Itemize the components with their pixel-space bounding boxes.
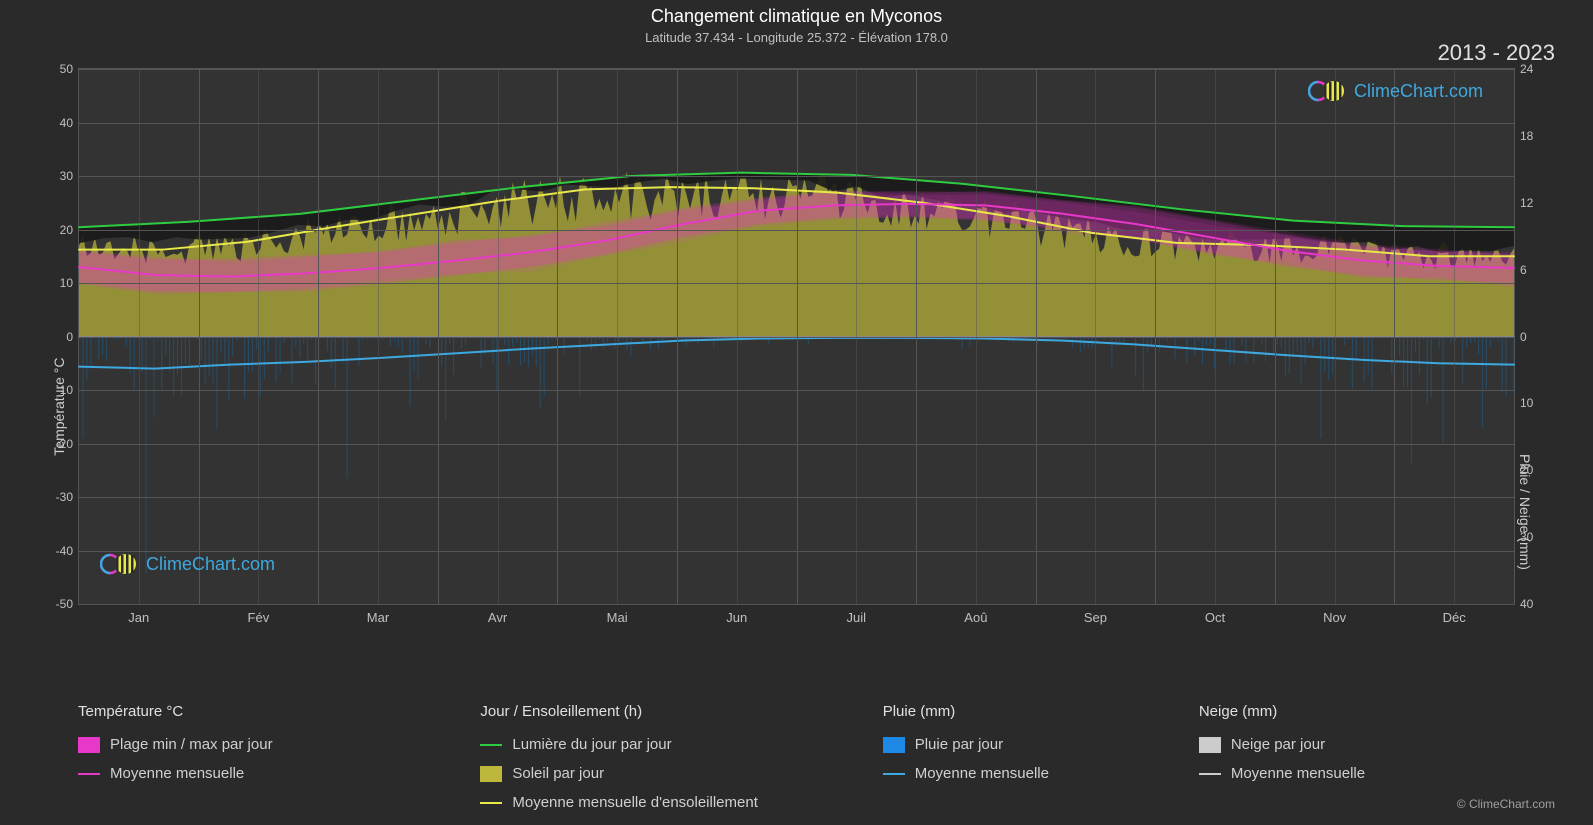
legend-column: Neige (mm) Neige par jour Moyenne mensuell… bbox=[1199, 703, 1515, 811]
y-tick-right: 0 bbox=[1520, 330, 1527, 344]
legend-label: Moyenne mensuelle bbox=[1231, 765, 1365, 782]
legend-label: Soleil par jour bbox=[512, 765, 604, 782]
copyright: © ClimeChart.com bbox=[1457, 797, 1555, 811]
y-tick-right: 18 bbox=[1520, 129, 1533, 143]
y-tick-right: 20 bbox=[1520, 463, 1533, 477]
x-tick: Aoû bbox=[964, 610, 987, 625]
legend-column: Température °C Plage min / max par jour Mo… bbox=[78, 703, 480, 811]
x-tick: Déc bbox=[1443, 610, 1466, 625]
legend-header: Jour / Ensoleillement (h) bbox=[480, 703, 882, 720]
y-tick-left: 40 bbox=[60, 116, 73, 130]
legend-swatch bbox=[1199, 737, 1221, 753]
climate-chart: Changement climatique en Myconos Latitud… bbox=[0, 0, 1593, 825]
legend-label: Plage min / max par jour bbox=[110, 736, 273, 753]
legend-swatch bbox=[1199, 773, 1221, 775]
chart-subtitle: Latitude 37.434 - Longitude 25.372 - Élé… bbox=[0, 30, 1593, 45]
legend-swatch bbox=[480, 744, 502, 746]
plot-area: 50403020100-10-20-30-40-5024181260102030… bbox=[78, 68, 1515, 605]
legend-column: Jour / Ensoleillement (h) Lumière du jour… bbox=[480, 703, 882, 811]
y-tick-left: -30 bbox=[56, 490, 73, 504]
x-tick: Jan bbox=[128, 610, 149, 625]
legend-label: Lumière du jour par jour bbox=[512, 736, 671, 753]
legend-header: Température °C bbox=[78, 703, 480, 720]
y-tick-right: 30 bbox=[1520, 530, 1533, 544]
legend-header: Pluie (mm) bbox=[883, 703, 1199, 720]
x-tick: Jun bbox=[726, 610, 747, 625]
legend-item: Moyenne mensuelle d'ensoleillement bbox=[480, 794, 882, 811]
legend-label: Neige par jour bbox=[1231, 736, 1325, 753]
legend-item: Soleil par jour bbox=[480, 765, 882, 782]
y-tick-left: -10 bbox=[56, 383, 73, 397]
legend-label: Pluie par jour bbox=[915, 736, 1003, 753]
x-tick: Fév bbox=[248, 610, 270, 625]
legend-swatch bbox=[480, 802, 502, 804]
y-tick-left: 30 bbox=[60, 169, 73, 183]
legend-swatch bbox=[78, 773, 100, 775]
legend-item: Lumière du jour par jour bbox=[480, 736, 882, 753]
x-tick: Avr bbox=[488, 610, 507, 625]
y-tick-left: -40 bbox=[56, 544, 73, 558]
chart-title: Changement climatique en Myconos bbox=[0, 6, 1593, 27]
legend-label: Moyenne mensuelle bbox=[915, 765, 1049, 782]
x-tick: Nov bbox=[1323, 610, 1346, 625]
legend-item: Moyenne mensuelle bbox=[1199, 765, 1515, 782]
legend-swatch bbox=[883, 773, 905, 775]
y-tick-right: 24 bbox=[1520, 62, 1533, 76]
x-tick: Oct bbox=[1205, 610, 1225, 625]
y-tick-left: 0 bbox=[66, 330, 73, 344]
legend-item: Moyenne mensuelle bbox=[78, 765, 480, 782]
year-range: 2013 - 2023 bbox=[1438, 40, 1555, 66]
y-tick-left: 50 bbox=[60, 62, 73, 76]
x-tick: Juil bbox=[847, 610, 867, 625]
legend-item: Pluie par jour bbox=[883, 736, 1199, 753]
x-tick: Mar bbox=[367, 610, 389, 625]
legend-item: Plage min / max par jour bbox=[78, 736, 480, 753]
legend-swatch bbox=[78, 737, 100, 753]
y-tick-left: 20 bbox=[60, 223, 73, 237]
legend-header: Neige (mm) bbox=[1199, 703, 1515, 720]
legend-column: Pluie (mm) Pluie par jour Moyenne mensuell… bbox=[883, 703, 1199, 811]
legend: Température °C Plage min / max par jour Mo… bbox=[78, 703, 1515, 811]
legend-label: Moyenne mensuelle d'ensoleillement bbox=[512, 794, 758, 811]
y-tick-left: -50 bbox=[56, 597, 73, 611]
y-tick-right: 10 bbox=[1520, 396, 1533, 410]
legend-swatch bbox=[480, 766, 502, 782]
y-tick-left: 10 bbox=[60, 276, 73, 290]
x-tick: Mai bbox=[607, 610, 628, 625]
x-tick: Sep bbox=[1084, 610, 1107, 625]
legend-swatch bbox=[883, 737, 905, 753]
legend-item: Neige par jour bbox=[1199, 736, 1515, 753]
y-tick-right: 40 bbox=[1520, 597, 1533, 611]
legend-item: Moyenne mensuelle bbox=[883, 765, 1199, 782]
legend-label: Moyenne mensuelle bbox=[110, 765, 244, 782]
y-tick-right: 12 bbox=[1520, 196, 1533, 210]
y-tick-left: -20 bbox=[56, 437, 73, 451]
y-tick-right: 6 bbox=[1520, 263, 1527, 277]
